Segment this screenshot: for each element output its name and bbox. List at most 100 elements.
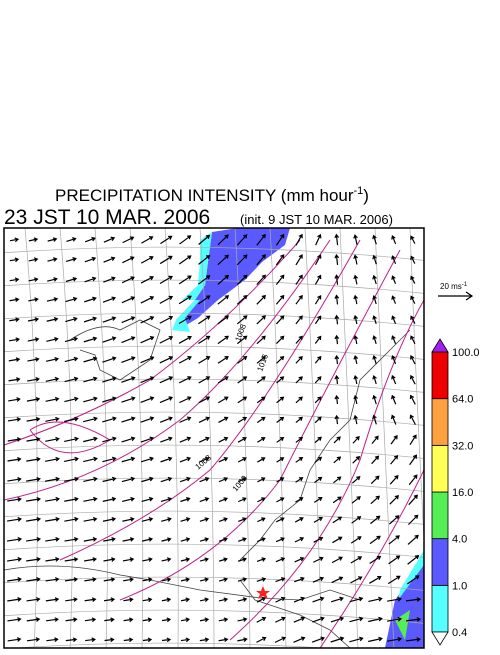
wind-arrow [198,376,211,384]
wind-arrow [122,557,135,562]
wind-arrow [65,296,78,303]
wind-arrow [236,234,248,246]
wind-arrow [256,233,266,246]
wind-arrow [350,536,362,544]
wind-arrow [334,414,340,425]
wind-arrow [160,436,173,443]
wind-arrow [410,255,416,264]
wind-arrow [103,597,116,603]
wind-arrow [159,335,174,344]
wind-arrow [46,297,59,302]
wind-arrow [372,355,377,365]
wind-arrow [237,436,247,443]
wind-arrow [372,414,377,425]
wind-arrow [275,577,286,583]
wind-arrow [390,454,399,465]
wind-arrow [331,576,344,584]
wind-scale-superscript: -1 [462,282,468,288]
wind-arrow [199,517,210,522]
wind-arrow [180,557,191,562]
colorbar-label: 4.0 [452,534,467,546]
precip-light [398,550,424,600]
wind-arrow [275,254,285,266]
wind-arrow [293,616,306,623]
wind-arrow [83,356,98,363]
wind-arrow [368,636,383,643]
wind-arrow [218,497,228,503]
wind-arrow [47,277,58,282]
wind-arrow [353,254,358,265]
wind-arrow [180,537,191,542]
wind-arrow [180,517,191,522]
wind-arrow [313,516,323,523]
wind-arrow [387,596,402,602]
wind-arrow [160,235,173,245]
wind-arrow [352,435,360,444]
wind-arrow [83,456,98,463]
wind-arrow [410,275,416,284]
wind-arrow [407,514,419,526]
wind-arrow [102,416,117,423]
wind-arrow [370,515,381,525]
wind-arrow [387,616,402,622]
wind-arrow [334,374,340,385]
wind-arrow [353,334,359,345]
wind-arrow [159,255,173,265]
wind-arrow [218,416,229,423]
wind-arrow [25,516,42,522]
wind-arrow [64,577,79,582]
wind-arrow [64,376,79,383]
wind-arrow [237,637,248,642]
meridian [94,228,108,648]
wind-arrow [140,356,155,364]
wind-arrow [276,477,285,483]
wind-arrow [83,316,98,323]
wind-arrow [121,276,135,284]
wind-arrow [141,476,154,483]
wind-arrow [332,496,342,504]
wind-arrow [198,295,211,305]
wind-arrow [27,337,40,342]
wind-arrow [293,636,306,643]
wind-arrow [276,355,285,364]
wind-arrow [45,476,60,482]
wind-arrow [161,617,172,623]
wind-arrow [371,435,379,445]
wind-arrow [46,336,59,342]
wind-arrow [84,256,97,263]
wind-arrow [237,477,247,483]
wind-arrow [275,315,285,325]
title-superscript: -1 [354,185,364,197]
wind-arrow [104,637,115,643]
wind-arrow [391,315,397,324]
wind-arrow [159,275,173,285]
wind-arrow [406,637,421,642]
wind-arrow [218,557,228,562]
wind-arrow [123,637,134,643]
wind-arrow [102,456,117,463]
wind-arrow [64,557,79,562]
wind-arrow [121,336,136,344]
wind-arrow [295,477,304,483]
wind-arrow [330,596,344,603]
colorbar-over [431,338,449,353]
wind-arrow [45,416,60,422]
wind-arrow [64,476,79,482]
wind-arrow [26,617,41,622]
wind-arrow [409,454,418,466]
wind-arrow [47,257,58,262]
wind-arrow [8,397,21,402]
wind-arrow [45,516,60,522]
wind-arrow [295,315,303,325]
wind-arrow [314,416,322,424]
wind-arrow [349,596,364,603]
colorbar-segment [431,538,449,586]
wind-arrow [256,537,266,543]
wind-arrow [353,354,359,365]
valid-time: 23 JST 10 MAR. 2006 [4,206,210,229]
wind-arrow [372,335,377,345]
wind-arrow [84,617,97,623]
wind-arrow [372,315,377,325]
wind-arrow [408,494,418,506]
wind-arrow [121,356,136,364]
